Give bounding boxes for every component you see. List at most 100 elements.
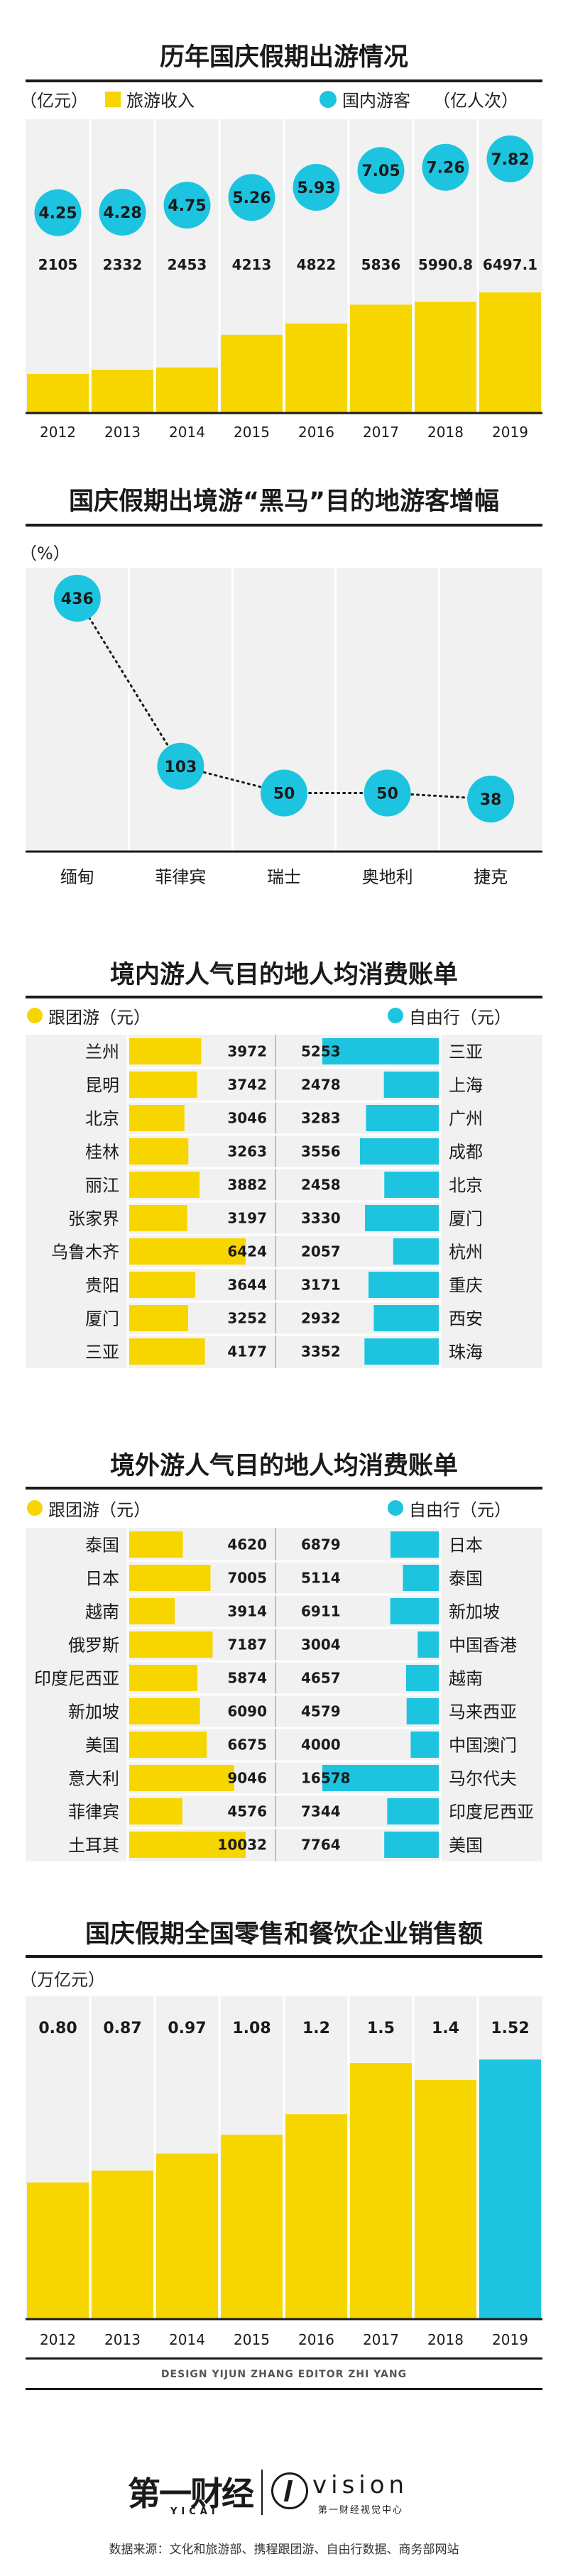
chart2-point <box>157 742 204 790</box>
chart4-right-bar <box>322 1765 439 1791</box>
chart1-bar <box>479 292 541 413</box>
chart5-x-tick: 2017 <box>363 2331 399 2348</box>
chart4-left-category: 美国 <box>85 1736 119 1756</box>
chart3-legend-right: 自由行（元） <box>409 1008 511 1028</box>
chart3-right-value: 2932 <box>301 1310 341 1327</box>
chart4-right-value: 4000 <box>301 1736 341 1754</box>
chart3-left-category: 桂林 <box>85 1143 119 1162</box>
chart3-right-bar <box>359 1138 439 1165</box>
chart4-right-value: 16578 <box>301 1770 351 1787</box>
footer-credits: DESIGN YIJUN ZHANG EDITOR ZHI YANG <box>160 2369 408 2380</box>
chart4-right-category: 中国香港 <box>449 1636 517 1656</box>
chart3-right-category: 杭州 <box>449 1243 483 1262</box>
chart4-right-bar <box>417 1631 439 1658</box>
chart1-bubble-label: 7.05 <box>361 163 400 180</box>
chart1-bubble <box>99 189 146 236</box>
chart4-right-category: 日本 <box>449 1536 483 1556</box>
chart2-title-rule <box>26 524 542 527</box>
chart4-legend-left: 跟团游（元） <box>48 1500 151 1520</box>
chart4-right-value: 5114 <box>301 1570 341 1587</box>
chart5-x-tick: 2014 <box>169 2331 205 2348</box>
chart4-left-category: 菲律宾 <box>68 1802 119 1822</box>
chart1-bar <box>285 323 347 413</box>
chart2-point <box>53 575 101 622</box>
footer-rule-bottom <box>26 2388 542 2390</box>
chart1-bar-label: 4822 <box>297 256 337 273</box>
chart5-x-tick: 2015 <box>234 2331 270 2348</box>
chart4-right-category: 越南 <box>449 1669 483 1689</box>
chart3-title: 境内游人气目的地人均消费账单 <box>109 961 458 989</box>
chart4-right-value: 6911 <box>301 1603 341 1620</box>
chart2-x-tick: 捷克 <box>474 867 508 887</box>
chart3-right-category: 重庆 <box>449 1276 483 1296</box>
chart3-left-value: 6424 <box>227 1243 267 1260</box>
chart5-x-tick: 2012 <box>40 2331 76 2348</box>
chart5-bar-label: 1.52 <box>491 2020 529 2037</box>
chart3-right-category: 广州 <box>449 1109 483 1129</box>
chart5-bar <box>221 2135 283 2319</box>
footer-logo-divider <box>261 2470 263 2515</box>
chart1-bubble <box>34 189 82 236</box>
chart3-left-bar <box>129 1238 246 1265</box>
chart3-right-bar <box>365 1205 439 1231</box>
chart4-left-category: 俄罗斯 <box>68 1636 119 1656</box>
chart3-right-value: 3330 <box>301 1210 341 1227</box>
chart4-left-bar <box>129 1765 234 1791</box>
footer-source: 数据来源：文化和旅游部、携程跟团游、自由行数据、商务部网站 <box>109 2543 459 2557</box>
chart4-left-bar <box>129 1698 200 1724</box>
vision-logo: vision <box>312 2471 409 2499</box>
chart5-x-tick: 2019 <box>492 2331 528 2348</box>
chart1-bar <box>350 304 412 413</box>
chart3-right-value: 2458 <box>301 1177 341 1194</box>
chart5-bar-label: 0.87 <box>103 2020 141 2037</box>
chart5-bar-label: 0.80 <box>38 2020 77 2037</box>
chart4-left-bar <box>129 1598 175 1624</box>
chart1-x-tick: 2017 <box>363 424 399 441</box>
chart3-right-value: 2057 <box>301 1243 341 1260</box>
chart3-left-bar <box>129 1205 187 1231</box>
chart3-right-bar <box>373 1305 439 1331</box>
chart3-right-value: 2478 <box>301 1077 341 1094</box>
chart5-x-tick: 2013 <box>104 2331 141 2348</box>
chart3-left-value: 3252 <box>227 1310 267 1327</box>
chart4-right-bar <box>390 1531 439 1558</box>
chart3-left-bar <box>129 1072 197 1098</box>
chart3-left-category: 乌鲁木齐 <box>51 1243 119 1262</box>
chart5-x-tick: 2016 <box>298 2331 334 2348</box>
chart3-left-category: 昆明 <box>85 1076 119 1096</box>
chart3-legend-cyan-dot <box>388 1008 403 1023</box>
chart4-left-value: 10032 <box>217 1837 267 1854</box>
chart4-left-value: 6090 <box>227 1703 267 1720</box>
chart3-left-category: 贵阳 <box>85 1276 119 1296</box>
chart4-left-bar <box>129 1665 198 1691</box>
yicai-logo-sub: YICAI <box>170 2506 219 2517</box>
chart1-bubble-label: 5.93 <box>297 180 335 197</box>
chart1-bar-label: 6497.1 <box>483 256 537 273</box>
chart3-title-rule <box>26 996 542 998</box>
chart1-x-tick: 2018 <box>427 424 464 441</box>
chart4-left-category: 印度尼西亚 <box>34 1669 119 1689</box>
chart1-x-tick: 2014 <box>169 424 205 441</box>
chart3-right-category: 成都 <box>449 1143 483 1162</box>
chart2-point-label: 436 <box>61 590 94 608</box>
chart4-title-rule <box>26 1487 542 1490</box>
chart3-right-category: 西安 <box>449 1309 483 1329</box>
chart4-right-bar <box>387 1798 439 1824</box>
chart1-bubble <box>357 147 405 194</box>
chart1-unit-right: （亿人次） <box>433 91 518 111</box>
chart3-left-value: 4177 <box>227 1343 267 1360</box>
chart4-left-category: 泰国 <box>85 1536 119 1556</box>
chart3-right-category: 珠海 <box>449 1343 483 1363</box>
chart4-left-category: 新加坡 <box>68 1702 119 1722</box>
chart3-right-bar <box>383 1072 439 1098</box>
chart1-title-rule <box>26 79 542 82</box>
chart2-x-tick: 菲律宾 <box>155 867 206 887</box>
chart2-point <box>364 769 411 817</box>
chart1-bubble <box>228 174 275 221</box>
chart1-bar-label: 5836 <box>361 256 401 273</box>
chart3-left-category: 丽江 <box>85 1176 119 1196</box>
chart3-left-bar <box>129 1305 189 1331</box>
chart4-left-value: 4576 <box>227 1803 267 1820</box>
chart4-left-bar <box>129 1531 183 1558</box>
